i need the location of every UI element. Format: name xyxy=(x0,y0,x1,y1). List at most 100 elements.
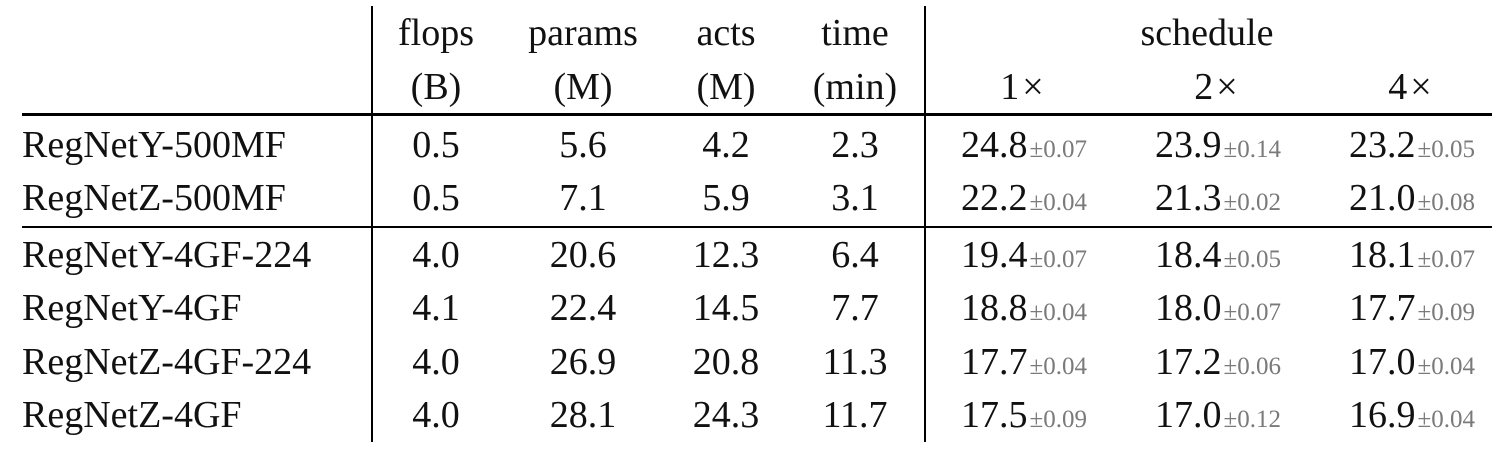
header-time-unit: (min) xyxy=(812,66,898,108)
times-symbol: × xyxy=(1216,66,1238,108)
cell-acts: 12.3 xyxy=(692,234,760,276)
schedule-1x-value: 1 xyxy=(1000,66,1020,108)
std-value: 0.14 xyxy=(1237,136,1281,163)
std-deviation: ±0.02 xyxy=(1224,189,1281,216)
std-value: 0.07 xyxy=(1043,136,1087,163)
table-row-model: RegNetZ-500MF xyxy=(22,177,286,219)
cell-value: 18.8 xyxy=(961,287,1028,329)
pm-symbol: ± xyxy=(1417,353,1432,380)
cell-params: 7.1 xyxy=(559,177,607,219)
cell-value: 17.2 xyxy=(1155,341,1222,383)
table-row-model: RegNetY-500MF xyxy=(22,124,286,166)
header-flops: flops xyxy=(398,12,474,54)
pm-symbol: ± xyxy=(1417,246,1432,273)
std-deviation: ±0.05 xyxy=(1224,246,1281,273)
cell-acts: 4.2 xyxy=(702,124,750,166)
std-value: 0.07 xyxy=(1043,246,1087,273)
pm-symbol: ± xyxy=(1029,353,1044,380)
cell-schedule-4x: 21.0±0.08 xyxy=(1349,179,1475,217)
cell-flops: 4.0 xyxy=(412,234,460,276)
pm-symbol: ± xyxy=(1029,136,1044,163)
cell-flops: 0.5 xyxy=(412,124,460,166)
group-rule xyxy=(22,226,1492,228)
cell-value: 17.7 xyxy=(961,341,1028,383)
cell-schedule-2x: 17.0±0.12 xyxy=(1155,396,1281,434)
cell-schedule-2x: 18.0±0.07 xyxy=(1155,289,1281,327)
cell-schedule-1x: 24.8±0.07 xyxy=(961,126,1087,164)
std-value: 0.07 xyxy=(1431,246,1475,273)
cell-value: 23.2 xyxy=(1349,124,1416,166)
header-rule xyxy=(22,113,1492,116)
std-deviation: ±0.07 xyxy=(1224,299,1281,326)
cell-value: 18.4 xyxy=(1155,234,1222,276)
pm-symbol: ± xyxy=(1029,246,1044,273)
std-deviation: ±0.05 xyxy=(1418,136,1475,163)
std-deviation: ±0.04 xyxy=(1030,189,1087,216)
cell-flops: 4.1 xyxy=(412,287,460,329)
std-deviation: ±0.04 xyxy=(1030,299,1087,326)
cell-value: 18.1 xyxy=(1349,234,1416,276)
cell-value: 17.0 xyxy=(1155,394,1222,436)
header-acts: acts xyxy=(696,12,756,54)
std-value: 0.06 xyxy=(1237,353,1281,380)
cell-params: 5.6 xyxy=(559,124,607,166)
std-value: 0.09 xyxy=(1043,406,1087,433)
cell-schedule-4x: 23.2±0.05 xyxy=(1349,126,1475,164)
pm-symbol: ± xyxy=(1223,299,1238,326)
cell-time: 2.3 xyxy=(831,124,879,166)
cell-value: 19.4 xyxy=(961,234,1028,276)
cell-schedule-4x: 18.1±0.07 xyxy=(1349,236,1475,274)
pm-symbol: ± xyxy=(1223,246,1238,273)
std-value: 0.07 xyxy=(1237,299,1281,326)
header-schedule-1x: 1× xyxy=(1000,68,1043,106)
pm-symbol: ± xyxy=(1417,299,1432,326)
std-value: 0.12 xyxy=(1237,406,1281,433)
cell-value: 21.3 xyxy=(1155,177,1222,219)
header-params: params xyxy=(528,12,638,54)
cell-schedule-1x: 17.7±0.04 xyxy=(961,343,1087,381)
cell-value: 17.7 xyxy=(1349,287,1416,329)
table-row-model: RegNetY-4GF xyxy=(22,287,242,329)
cell-schedule-2x: 23.9±0.14 xyxy=(1155,126,1281,164)
std-deviation: ±0.09 xyxy=(1030,406,1087,433)
cell-time: 11.3 xyxy=(822,341,888,383)
header-time: time xyxy=(821,12,889,54)
cell-time: 11.7 xyxy=(822,394,888,436)
cell-time: 6.4 xyxy=(831,234,879,276)
header-schedule-2x: 2× xyxy=(1194,68,1237,106)
std-deviation: ±0.07 xyxy=(1030,246,1087,273)
vertical-rule-schedule xyxy=(924,6,926,442)
pm-symbol: ± xyxy=(1223,189,1238,216)
std-value: 0.04 xyxy=(1431,406,1475,433)
cell-value: 17.0 xyxy=(1349,341,1416,383)
std-deviation: ±0.07 xyxy=(1030,136,1087,163)
pm-symbol: ± xyxy=(1029,299,1044,326)
std-value: 0.04 xyxy=(1043,299,1087,326)
std-value: 0.04 xyxy=(1043,189,1087,216)
std-deviation: ±0.04 xyxy=(1418,353,1475,380)
cell-schedule-4x: 17.0±0.04 xyxy=(1349,343,1475,381)
schedule-4x-value: 4 xyxy=(1388,66,1408,108)
cell-schedule-1x: 22.2±0.04 xyxy=(961,179,1087,217)
std-deviation: ±0.04 xyxy=(1030,353,1087,380)
std-deviation: ±0.07 xyxy=(1418,246,1475,273)
cell-params: 20.6 xyxy=(549,234,617,276)
cell-schedule-1x: 17.5±0.09 xyxy=(961,396,1087,434)
std-value: 0.04 xyxy=(1043,353,1087,380)
pm-symbol: ± xyxy=(1029,406,1044,433)
cell-flops: 4.0 xyxy=(412,394,460,436)
cell-schedule-1x: 18.8±0.04 xyxy=(961,289,1087,327)
table-row-model: RegNetY-4GF-224 xyxy=(22,234,312,276)
pm-symbol: ± xyxy=(1223,406,1238,433)
std-deviation: ±0.04 xyxy=(1418,406,1475,433)
cell-params: 28.1 xyxy=(549,394,617,436)
cell-schedule-4x: 17.7±0.09 xyxy=(1349,289,1475,327)
std-deviation: ±0.06 xyxy=(1224,353,1281,380)
cell-value: 18.0 xyxy=(1155,287,1222,329)
pm-symbol: ± xyxy=(1223,136,1238,163)
cell-flops: 4.0 xyxy=(412,341,460,383)
header-flops-unit: (B) xyxy=(410,66,462,108)
cell-params: 26.9 xyxy=(549,341,617,383)
header-schedule: schedule xyxy=(1140,12,1274,54)
